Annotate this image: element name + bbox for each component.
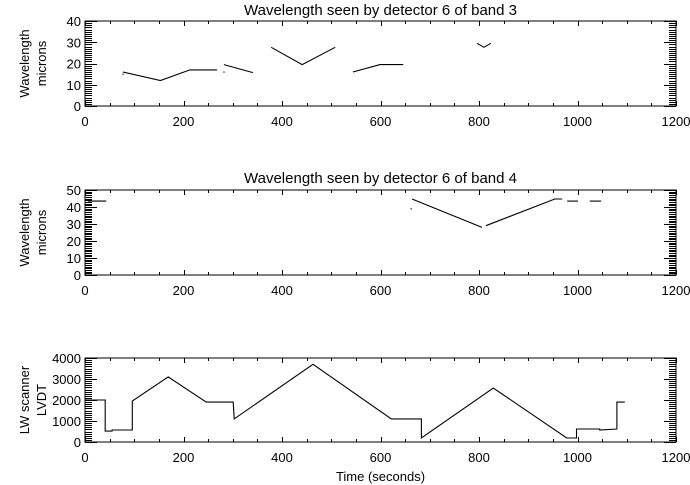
data-line bbox=[411, 198, 483, 228]
x-tick-label: 1200 bbox=[662, 450, 690, 465]
plot-frame bbox=[84, 20, 677, 107]
x-tick-label: 1000 bbox=[563, 283, 592, 298]
chart-title: Wavelength seen by detector 6 of band 3 bbox=[244, 2, 517, 19]
x-tick-label: 200 bbox=[173, 114, 195, 129]
x-tick-label: 200 bbox=[173, 450, 195, 465]
x-tick-label: 600 bbox=[370, 450, 392, 465]
x-tick-label: 800 bbox=[468, 283, 490, 298]
y-axis-label: microns bbox=[34, 209, 49, 255]
y-tick-label: 2000 bbox=[52, 393, 81, 408]
chart-panel-1: Wavelength seen by detector 6 of band 3 0… bbox=[17, 2, 690, 129]
x-tick-label: 0 bbox=[81, 450, 88, 465]
y-tick-label: 0 bbox=[74, 99, 81, 114]
x-tick-label: 800 bbox=[468, 114, 490, 129]
data-line bbox=[122, 69, 217, 82]
x-tick-label: 800 bbox=[468, 450, 490, 465]
x-tick-label: 600 bbox=[370, 283, 392, 298]
chart-panel-2: Wavelength seen by detector 6 of band 4 0… bbox=[17, 170, 690, 298]
y-axis-label: LVDT bbox=[34, 384, 49, 416]
x-axis-label: Time (seconds) bbox=[336, 469, 425, 484]
x-tick-label: 600 bbox=[370, 114, 392, 129]
data-point bbox=[122, 73, 124, 75]
data-line bbox=[352, 64, 404, 73]
y-tick-label: 30 bbox=[67, 35, 81, 50]
y-tick-label: 0 bbox=[74, 435, 81, 450]
y-tick-label: 0 bbox=[74, 268, 81, 283]
x-tick-label: 400 bbox=[271, 450, 293, 465]
data-line bbox=[476, 42, 492, 48]
data-line bbox=[270, 46, 336, 66]
y-tick-label: 4000 bbox=[52, 351, 81, 366]
y-tick-label: 50 bbox=[67, 183, 81, 198]
y-tick-label: 10 bbox=[67, 251, 81, 266]
chart-panel-3: 0 200 400 600 800 1000 1200 0 1000 2000 3000 4000 LW… bbox=[17, 351, 690, 484]
chart-title: Wavelength seen by detector 6 of band 4 bbox=[244, 170, 517, 187]
x-tick-label: 1200 bbox=[662, 283, 690, 298]
x-tick-label: 400 bbox=[271, 114, 293, 129]
x-tick-label: 400 bbox=[271, 283, 293, 298]
data-point bbox=[410, 208, 412, 210]
x-tick-label: 1000 bbox=[563, 450, 592, 465]
y-tick-label: 20 bbox=[67, 57, 81, 72]
x-tick-label: 0 bbox=[81, 114, 88, 129]
data-line bbox=[485, 198, 563, 227]
y-tick-label: 10 bbox=[67, 78, 81, 93]
y-tick-label: 40 bbox=[67, 14, 81, 29]
y-tick-label: 20 bbox=[67, 234, 81, 249]
y-axis-label: LW scanner bbox=[17, 365, 32, 434]
y-axis-label: Wavelength bbox=[17, 198, 32, 266]
data-line bbox=[223, 64, 254, 74]
x-tick-label: 1000 bbox=[563, 114, 592, 129]
x-tick-label: 200 bbox=[173, 283, 195, 298]
data-point bbox=[223, 71, 225, 73]
y-tick-label: 3000 bbox=[52, 372, 81, 387]
y-axis-label: microns bbox=[34, 40, 49, 86]
y-tick-label: 40 bbox=[67, 200, 81, 215]
y-axis-label: Wavelength bbox=[17, 29, 32, 97]
x-tick-label: 0 bbox=[81, 283, 88, 298]
data-line bbox=[85, 363, 625, 440]
x-tick-label: 1200 bbox=[662, 114, 690, 129]
y-tick-label: 30 bbox=[67, 217, 81, 232]
plot-frame bbox=[84, 189, 677, 276]
y-tick-label: 1000 bbox=[52, 414, 81, 429]
